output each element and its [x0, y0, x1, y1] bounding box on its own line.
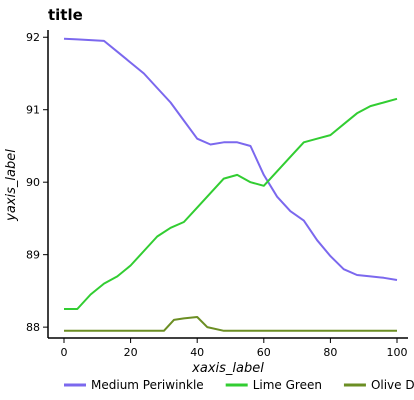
- y-tick-label: 90: [26, 176, 40, 189]
- legend-label: Olive Drab: [371, 378, 414, 392]
- x-tick-label: 60: [257, 346, 271, 359]
- legend: Medium Periwinkle Lime Green Olive Drab: [64, 378, 414, 392]
- y-axis-label: yaxis_label: [4, 149, 19, 222]
- x-axis-label: xaxis_label: [191, 361, 264, 376]
- chart-title: title: [48, 6, 83, 24]
- x-tick-label: 20: [124, 346, 138, 359]
- y-tick-label: 92: [26, 31, 40, 44]
- x-tick-label: 0: [61, 346, 68, 359]
- series-line-olive-drab: [64, 316, 397, 332]
- y-tick-label: 91: [26, 104, 40, 117]
- series-line-lime-green: [64, 97, 398, 310]
- x-tick-label: 100: [387, 346, 408, 359]
- plot-lines: [63, 37, 398, 332]
- x-tick-label: 80: [323, 346, 337, 359]
- y-tick-label: 89: [26, 249, 40, 262]
- y-tick-label: 88: [26, 321, 40, 334]
- x-axis-ticks: 0 20 40 60 80 100: [61, 338, 408, 359]
- y-axis-ticks: 88 89 90 91 92: [26, 31, 48, 334]
- legend-label: Medium Periwinkle: [91, 378, 204, 392]
- x-tick-label: 40: [190, 346, 204, 359]
- legend-label: Lime Green: [253, 378, 322, 392]
- series-line-medium-periwinkle: [63, 37, 398, 281]
